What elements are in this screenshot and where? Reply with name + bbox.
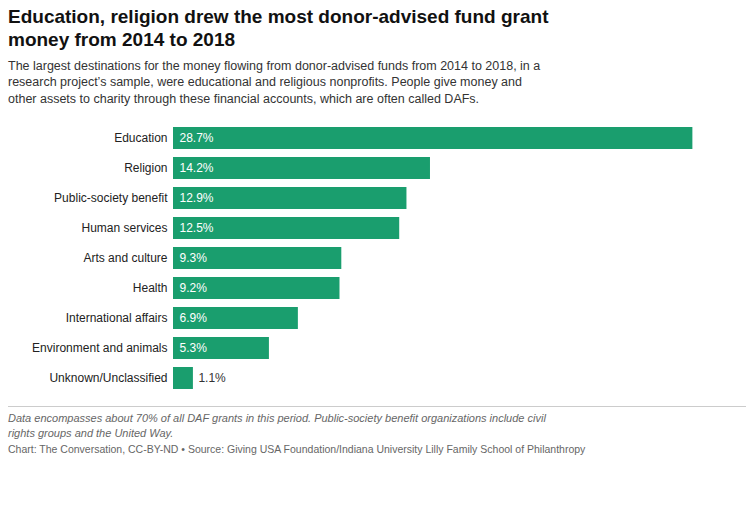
svg-text:International affairs: International affairs	[66, 312, 168, 326]
svg-text:Health: Health	[133, 282, 168, 296]
svg-text:28.7%: 28.7%	[180, 132, 214, 146]
svg-text:Arts and culture: Arts and culture	[83, 252, 167, 266]
svg-text:6.9%: 6.9%	[180, 312, 208, 326]
html-text:Education, religion drew the m: Education, religion drew the most donor-…	[8, 6, 549, 50]
svg-text:Environment and animals: Environment and animals	[32, 342, 167, 356]
svg-text:12.9%: 12.9%	[180, 192, 214, 206]
svg-text:5.3%: 5.3%	[180, 342, 208, 356]
svg-text:Human services: Human services	[81, 222, 167, 236]
svg-text:1.1%: 1.1%	[198, 372, 226, 386]
svg-text:Education: Education	[114, 132, 167, 146]
svg-text:Unknown/Unclassified: Unknown/Unclassified	[49, 372, 167, 386]
svg-text:9.2%: 9.2%	[180, 282, 208, 296]
svg-text:12.5%: 12.5%	[180, 222, 214, 236]
svg-text:14.2%: 14.2%	[180, 162, 214, 176]
html-text:The largest destinations for t: The largest destinations for the money f…	[8, 58, 541, 107]
svg-text:9.3%: 9.3%	[180, 252, 208, 266]
html-text:Data encompasses about 70% of: Data encompasses about 70% of all DAF gr…	[8, 412, 546, 439]
html-text:Chart: The Conversation, CC-BY: Chart: The Conversation, CC-BY-ND • Sour…	[8, 442, 586, 455]
svg-text:Public-society benefit: Public-society benefit	[54, 192, 168, 206]
svg-text:Religion: Religion	[124, 162, 167, 176]
